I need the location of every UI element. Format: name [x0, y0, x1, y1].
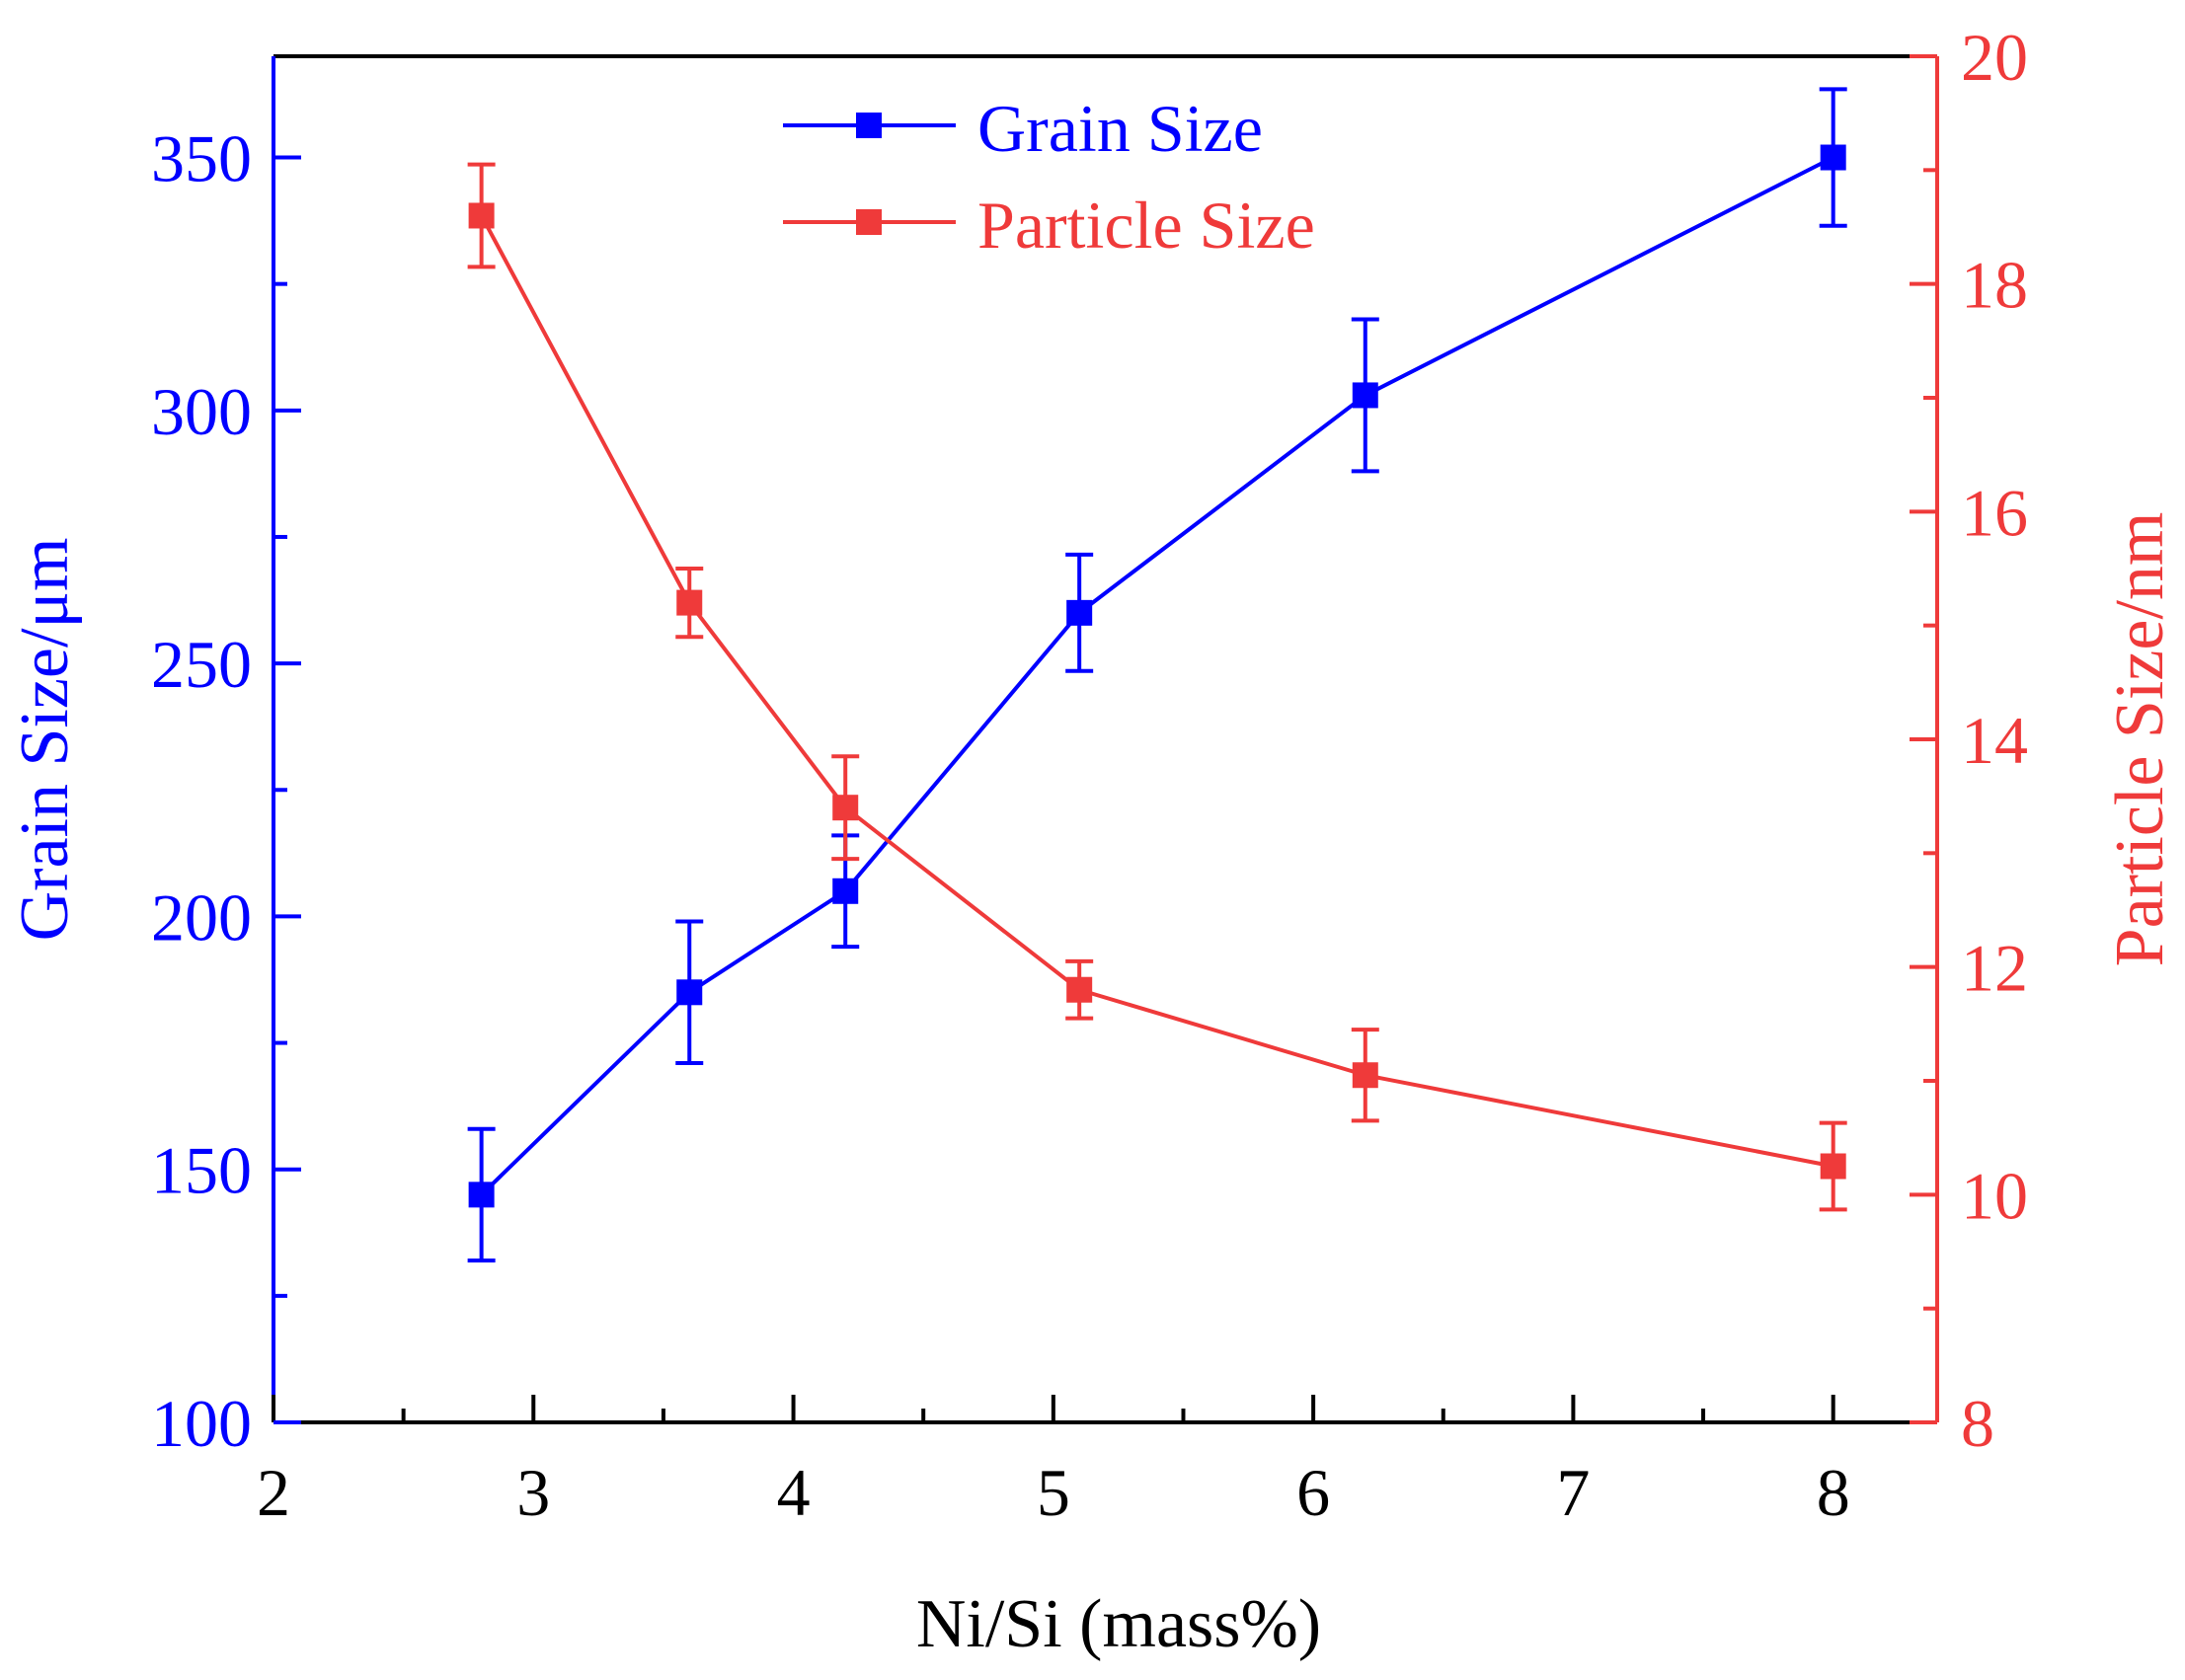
y-right-tick-label: 16: [1961, 475, 2028, 550]
data-point-particle-size: [468, 202, 495, 229]
y-axis-left-title: Grain Size/μm: [7, 538, 83, 942]
y-axis-right-ticks: 8 10 12 14 16 18 20: [1910, 20, 2028, 1461]
series-particle-size: [467, 162, 1847, 1212]
y-left-tick-label: 200: [151, 879, 252, 955]
y-axis-right-title: Particle Size/nm: [2102, 512, 2178, 967]
legend-label-particle-size: Particle Size: [977, 188, 1315, 263]
legend: Grain Size Particle Size: [783, 91, 1315, 263]
legend-marker-particle-size: [856, 209, 882, 235]
data-point-grain-size: [676, 979, 703, 1006]
series-line-grain-size: [480, 155, 1834, 1196]
x-axis-ticks: 2 3 4 5 6 7 8: [257, 1395, 1850, 1530]
data-point-grain-size: [832, 878, 859, 904]
data-point-particle-size: [1352, 1062, 1378, 1089]
y-axis-left-ticks: 100 150 200 250 300 350: [151, 121, 301, 1461]
x-tick-label: 4: [777, 1455, 811, 1530]
y-left-tick-label: 150: [151, 1133, 252, 1208]
data-point-particle-size: [1820, 1153, 1846, 1180]
y-right-tick-label: 12: [1961, 931, 2028, 1006]
y-right-tick-label: 10: [1961, 1158, 2028, 1233]
legend-label-grain-size: Grain Size: [977, 91, 1263, 166]
x-tick-label: 6: [1296, 1455, 1330, 1530]
data-point-grain-size: [1352, 382, 1378, 409]
y-left-tick-label: 100: [151, 1386, 252, 1461]
x-tick-label: 8: [1817, 1455, 1850, 1530]
y-right-tick-label: 18: [1961, 248, 2028, 323]
series-grain-size: [467, 87, 1847, 1262]
data-point-grain-size: [1820, 144, 1846, 171]
series-layer: [467, 87, 1847, 1262]
x-tick-label: 7: [1556, 1455, 1590, 1530]
x-axis-title: Ni/Si (mass%): [916, 1586, 1321, 1662]
x-tick-label: 5: [1037, 1455, 1070, 1530]
legend-item-grain-size: Grain Size: [783, 91, 1263, 166]
x-tick-label: 3: [516, 1455, 550, 1530]
data-point-particle-size: [676, 589, 703, 616]
y-right-tick-label: 20: [1961, 20, 2028, 95]
data-point-particle-size: [1066, 976, 1093, 1003]
data-point-particle-size: [832, 795, 859, 821]
legend-item-particle-size: Particle Size: [783, 188, 1315, 263]
y-left-tick-label: 250: [151, 627, 252, 702]
data-point-grain-size: [468, 1182, 495, 1208]
y-right-tick-label: 8: [1961, 1386, 1994, 1461]
series-line-particle-size: [479, 214, 1834, 1169]
y-left-tick-label: 350: [151, 121, 252, 196]
legend-marker-grain-size: [856, 113, 882, 138]
y-right-tick-label: 14: [1961, 703, 2028, 778]
x-tick-label: 2: [257, 1455, 290, 1530]
data-point-grain-size: [1066, 599, 1093, 626]
y-left-tick-label: 300: [151, 374, 252, 449]
